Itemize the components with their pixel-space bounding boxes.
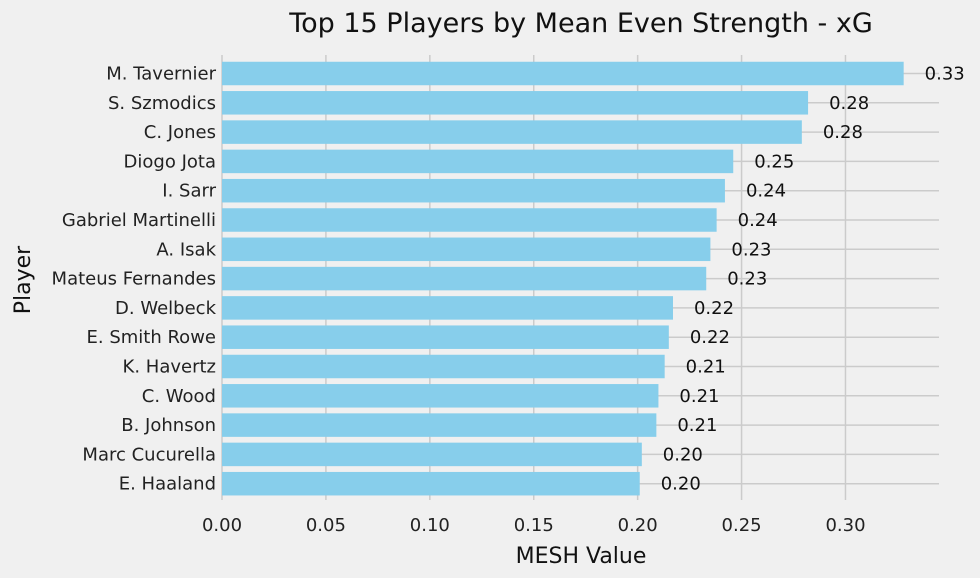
y-tick-label: C. Wood: [142, 386, 216, 407]
y-tick-label: I. Sarr: [162, 181, 216, 202]
y-tick-label: Mateus Fernandes: [52, 269, 216, 290]
value-label: 0.24: [738, 210, 778, 231]
bars: [222, 61, 904, 496]
bar: [222, 442, 642, 467]
y-tick-label: E. Haaland: [119, 474, 216, 495]
x-tick-label: 0.20: [618, 515, 658, 536]
x-tick-label: 0.00: [202, 515, 242, 536]
value-label: 0.23: [727, 269, 767, 290]
bar: [222, 178, 725, 203]
value-label: 0.20: [661, 474, 701, 495]
value-label: 0.25: [754, 151, 794, 172]
y-tick-label: Diogo Jota: [124, 151, 216, 172]
value-label: 0.33: [925, 64, 965, 85]
y-tick-label: D. Welbeck: [115, 298, 217, 319]
y-tick-label: K. Havertz: [123, 357, 216, 378]
value-label: 0.21: [677, 415, 717, 436]
bar: [222, 208, 717, 232]
y-tick-label: Marc Cucurella: [82, 444, 216, 465]
y-tick-label: M. Tavernier: [106, 64, 216, 85]
y-tick-labels: M. Tavernier S. Szmodics C. Jones Diogo Jot…: [52, 64, 217, 495]
x-tick-label: 0.05: [306, 515, 346, 536]
bar: [222, 471, 640, 496]
y-tick-label: E. Smith Rowe: [87, 327, 216, 348]
bar: [222, 149, 734, 174]
bar: [222, 61, 904, 86]
y-tick-label: A. Isak: [156, 239, 216, 260]
value-label: 0.22: [690, 327, 730, 348]
bar: [222, 296, 673, 320]
x-tick-label: 0.15: [514, 515, 554, 536]
bar: [222, 266, 707, 291]
value-label: 0.20: [663, 444, 703, 465]
x-tick-label: 0.25: [722, 515, 762, 536]
y-tick-label: S. Szmodics: [108, 93, 216, 114]
value-label: 0.21: [686, 357, 726, 378]
y-tick-label: C. Jones: [144, 122, 216, 143]
bar: [222, 413, 657, 437]
bar: [222, 354, 665, 379]
x-tick-label: 0.10: [410, 515, 450, 536]
value-label: 0.22: [694, 298, 734, 319]
bar: [222, 120, 802, 144]
bar: [222, 384, 659, 408]
y-tick-label: B. Johnson: [121, 415, 216, 436]
bar: [222, 237, 711, 262]
x-axis-label: MESH Value: [516, 544, 647, 569]
value-label: 0.23: [731, 239, 771, 260]
x-tick-label: 0.30: [825, 515, 865, 536]
y-axis-label: Player: [11, 245, 36, 314]
value-label: 0.21: [679, 386, 719, 407]
chart-title: Top 15 Players by Mean Even Strength - x…: [288, 8, 873, 39]
x-tick-labels: 0.00 0.05 0.10 0.15 0.20 0.25 0.30: [202, 515, 866, 536]
value-label: 0.24: [746, 181, 786, 202]
bar: [222, 325, 669, 349]
y-tick-label: Gabriel Martinelli: [62, 210, 216, 231]
value-label: 0.28: [823, 122, 863, 143]
bar: [222, 91, 809, 115]
value-labels: 0.33 0.28 0.28 0.25 0.24 0.24 0.23 0.23 0.22 0.22…: [661, 64, 965, 495]
value-label: 0.28: [829, 93, 869, 114]
